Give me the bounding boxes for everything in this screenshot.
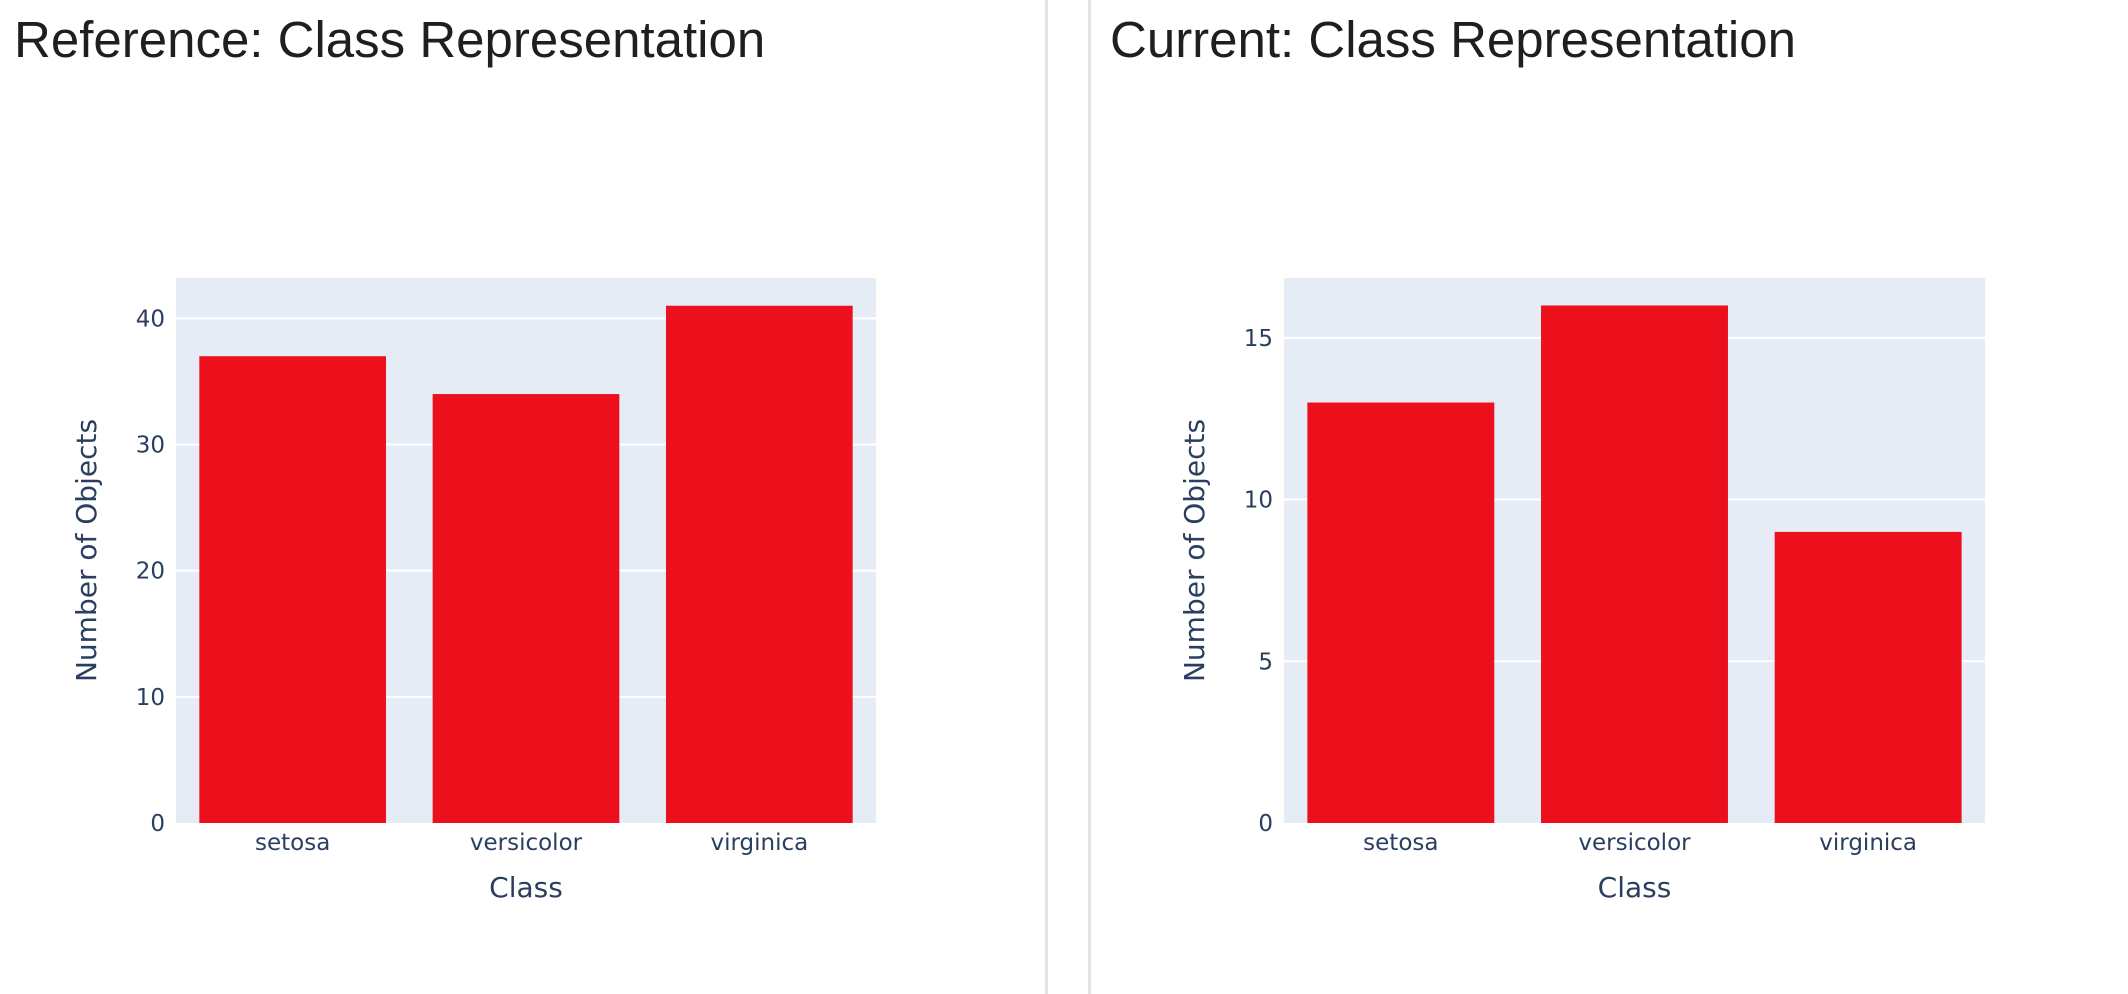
x-tick-label: setosa [255, 830, 330, 856]
bar-versicolor [432, 394, 620, 823]
bar-virginica [1774, 531, 1962, 823]
current-panel-title: Current: Class Representation [1110, 11, 1796, 68]
y-tick-label: 0 [1258, 811, 1273, 837]
reference-panel-title: Reference: Class Representation [14, 11, 766, 68]
bar-virginica [666, 305, 853, 823]
reference-panel: Reference: Class Representation 0 10 20 30 4… [0, 0, 1045, 994]
y-tick-label: 0 [150, 811, 165, 837]
x-tick-label: virginica [1819, 830, 1917, 856]
x-tick-label: virginica [710, 830, 808, 856]
x-tick-label: versicolor [1578, 830, 1691, 856]
y-tick-label: 20 [136, 559, 165, 585]
current-bar-chart: 0 5 10 15 setosa versicolor virginica Class Numb… [1178, 278, 1985, 904]
y-tick-label: 10 [1244, 488, 1273, 514]
reference-bar-chart: 0 10 20 30 40 setosa versicolor virginica Class N… [70, 278, 876, 904]
y-tick-label: 10 [136, 685, 165, 711]
y-tick-label: 5 [1258, 649, 1273, 675]
bar-setosa [1307, 402, 1495, 823]
current-panel: Current: Class Representation 0 5 10 15 seto… [1092, 0, 2128, 994]
x-tick-label: setosa [1363, 830, 1438, 856]
x-axis-title: Class [1598, 871, 1672, 904]
y-axis-title: Number of Objects [70, 419, 103, 682]
y-tick-label: 15 [1244, 326, 1273, 352]
bar-versicolor [1541, 305, 1728, 824]
y-tick-label: 30 [136, 433, 165, 459]
bar-setosa [199, 356, 386, 823]
x-axis-title: Class [489, 871, 563, 904]
x-tick-label: versicolor [470, 830, 583, 856]
panel-divider-right [1088, 0, 1091, 994]
panel-divider-left [1045, 0, 1048, 994]
y-tick-label: 40 [136, 306, 165, 332]
y-axis-title: Number of Objects [1178, 419, 1211, 682]
